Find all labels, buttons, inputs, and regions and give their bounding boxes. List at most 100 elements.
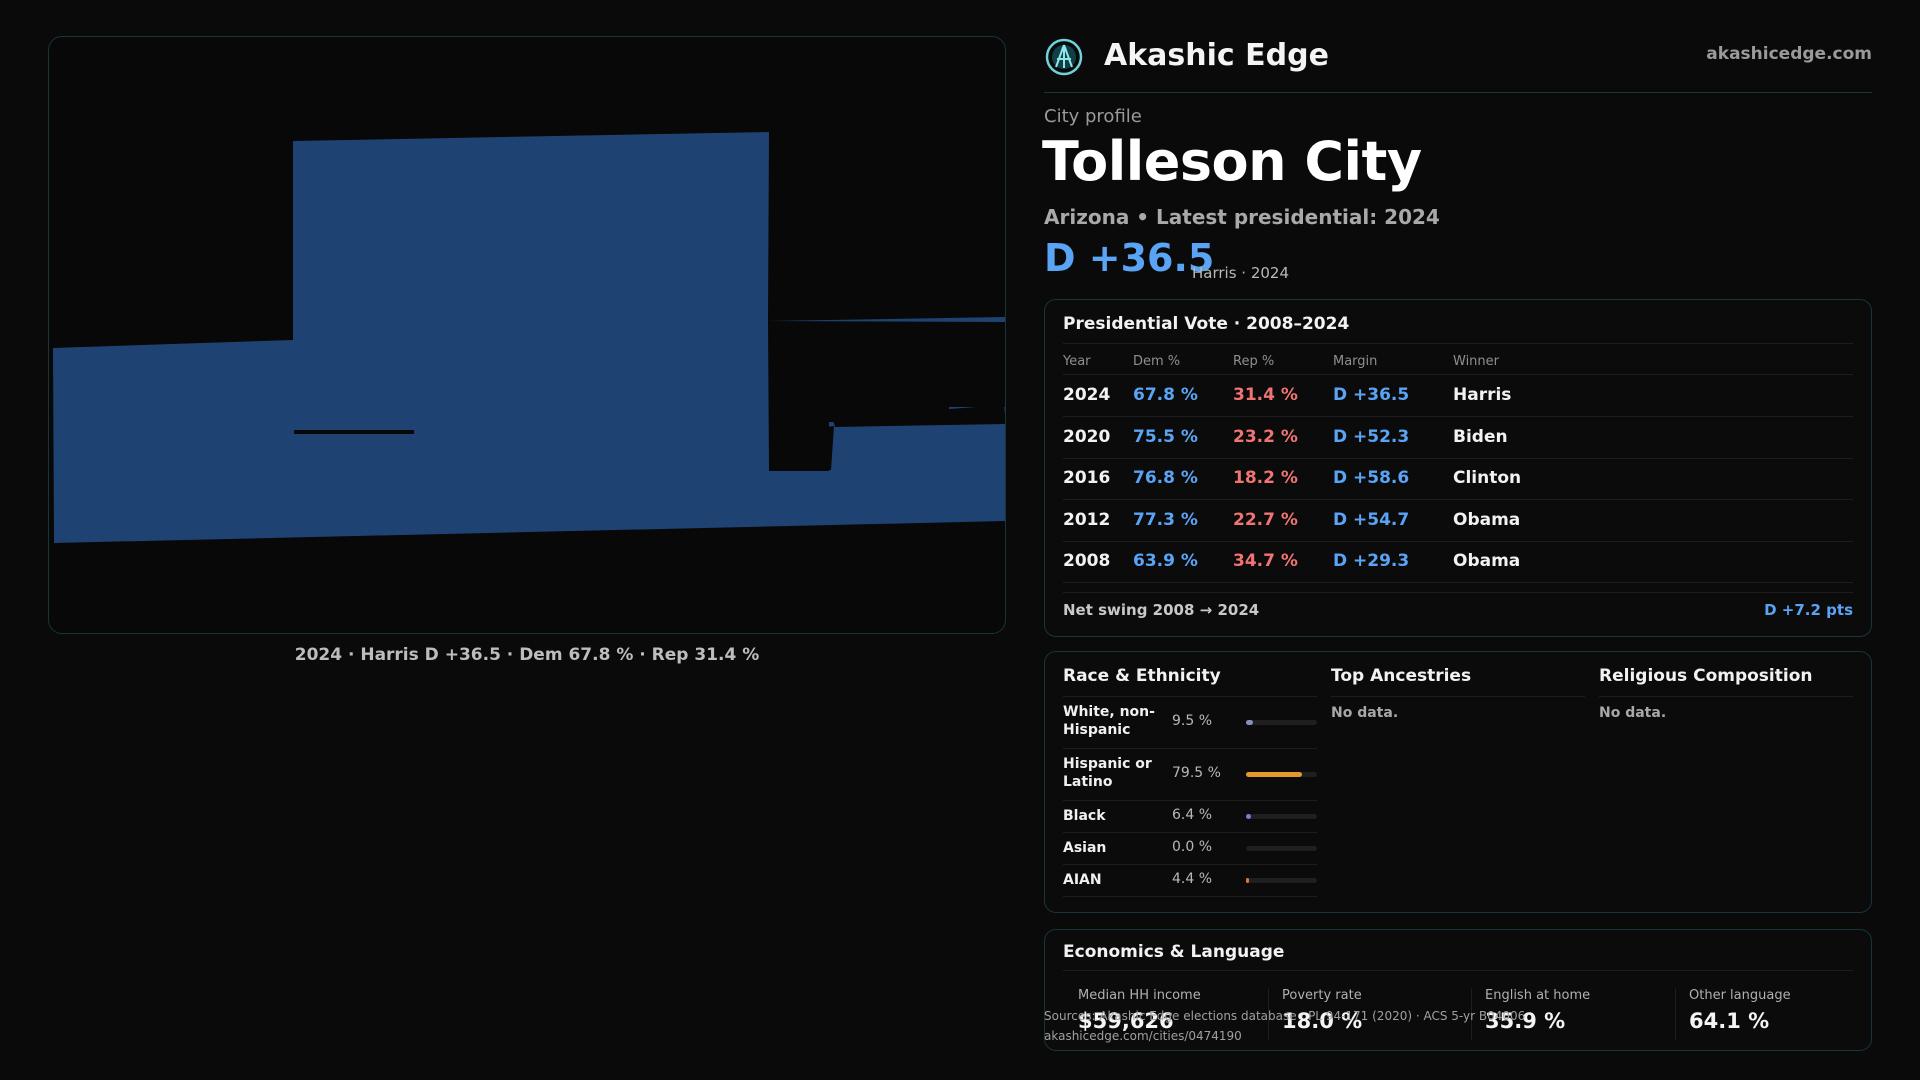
race-bar-fill <box>1246 720 1253 725</box>
divider <box>1063 343 1853 344</box>
section-title: Religious Composition <box>1599 666 1853 697</box>
rep-cell: 22.7 % <box>1233 510 1298 530</box>
headline-margin-note: Harris · 2024 <box>1192 264 1290 282</box>
race-value: 0.0 % <box>1172 839 1213 855</box>
empty-state-text: No data. <box>1599 705 1667 721</box>
profile-subtitle: Arizona • Latest presidential: 2024 <box>1044 205 1440 229</box>
economics-card: Economics & Language Median HH income $5… <box>1044 929 1872 1051</box>
race-bar-fill <box>1246 772 1303 777</box>
net-swing-value: D +7.2 pts <box>1764 601 1853 619</box>
divider <box>1268 988 1269 1040</box>
divider <box>1471 988 1472 1040</box>
column-header-dem: Dem % <box>1133 354 1181 369</box>
net-swing-label: Net swing 2008 → 2024 <box>1063 601 1260 619</box>
year-cell: 2012 <box>1063 510 1111 530</box>
race-bar-track <box>1246 814 1317 819</box>
dem-cell: 75.5 % <box>1133 427 1198 447</box>
section-title: Top Ancestries <box>1331 666 1585 697</box>
brand-logo-icon[interactable] <box>1044 37 1084 77</box>
stat-english-at-home: English at home 35.9 % <box>1485 988 1685 1040</box>
stat-value: 64.1 % <box>1689 1009 1770 1033</box>
religion-section: Religious Composition No data. <box>1599 666 1853 721</box>
stat-poverty-rate: Poverty rate 18.0 % <box>1282 988 1482 1040</box>
year-cell: 2016 <box>1063 468 1111 488</box>
stat-label: Poverty rate <box>1282 988 1362 1003</box>
stat-value: 35.9 % <box>1485 1009 1566 1033</box>
source-text: Sources: Akashic Edge elections database… <box>1044 1009 1526 1023</box>
stat-other-language: Other language 64.1 % <box>1689 988 1889 1040</box>
divider <box>1675 988 1676 1040</box>
section-title: Race & Ethnicity <box>1063 666 1317 697</box>
dem-cell: 63.9 % <box>1133 551 1198 571</box>
year-cell: 2008 <box>1063 551 1111 571</box>
winner-cell: Obama <box>1453 510 1521 530</box>
race-label: AIAN <box>1063 872 1102 888</box>
presidential-vote-card: Presidential Vote · 2008–2024 Year Dem %… <box>1044 299 1872 637</box>
year-cell: 2024 <box>1063 385 1111 405</box>
city-map[interactable] <box>48 36 1006 634</box>
winner-cell: Biden <box>1453 427 1508 447</box>
race-ethnicity-section: Race & Ethnicity White, non-Hispanic 9.5… <box>1063 666 1317 897</box>
race-value: 6.4 % <box>1172 807 1213 823</box>
divider <box>1063 592 1853 593</box>
race-bar-track <box>1246 878 1317 883</box>
race-row: White, non-Hispanic 9.5 % <box>1063 697 1317 749</box>
brand-name[interactable]: Akashic Edge <box>1104 38 1329 73</box>
ancestries-section: Top Ancestries No data. <box>1331 666 1585 721</box>
race-label: Black <box>1063 808 1106 824</box>
margin-cell: D +52.3 <box>1333 427 1410 447</box>
rep-cell: 34.7 % <box>1233 551 1298 571</box>
race-row: Hispanic or Latino 79.5 % <box>1063 749 1317 801</box>
demographics-card: Race & Ethnicity White, non-Hispanic 9.5… <box>1044 651 1872 913</box>
winner-cell: Harris <box>1453 385 1512 405</box>
race-label: White, non-Hispanic <box>1063 704 1155 738</box>
column-header-year: Year <box>1063 354 1091 369</box>
race-row: AIAN 4.4 % <box>1063 865 1317 897</box>
map-caption: 2024 · Harris D +36.5 · Dem 67.8 % · Rep… <box>294 645 760 665</box>
card-title: Economics & Language <box>1063 942 1285 962</box>
margin-cell: D +58.6 <box>1333 468 1410 488</box>
card-title: Presidential Vote · 2008–2024 <box>1063 314 1350 334</box>
race-value: 4.4 % <box>1172 871 1213 887</box>
empty-state-text: No data. <box>1331 705 1399 721</box>
dem-cell: 77.3 % <box>1133 510 1198 530</box>
source-footer: Sources: Akashic Edge elections database… <box>1044 1006 1525 1046</box>
winner-cell: Obama <box>1453 551 1521 571</box>
table-row: 2024 67.8 % 31.4 % D +36.5 Harris <box>1063 375 1853 417</box>
source-url[interactable]: akashicedge.com/cities/0474190 <box>1044 1029 1242 1043</box>
race-value: 9.5 % <box>1172 713 1213 729</box>
divider <box>1063 970 1853 971</box>
margin-cell: D +54.7 <box>1333 510 1410 530</box>
race-row: Asian 0.0 % <box>1063 833 1317 865</box>
site-link[interactable]: akashicedge.com <box>1706 44 1872 64</box>
table-header: Year Dem % Rep % Margin Winner <box>1063 350 1853 375</box>
winner-cell: Clinton <box>1453 468 1522 488</box>
table-row: 2016 76.8 % 18.2 % D +58.6 Clinton <box>1063 458 1853 500</box>
rep-cell: 31.4 % <box>1233 385 1298 405</box>
map-gap-polygon <box>769 321 834 471</box>
margin-cell: D +29.3 <box>1333 551 1410 571</box>
stat-label: English at home <box>1485 988 1591 1003</box>
margin-cell: D +36.5 <box>1333 385 1410 405</box>
stat-value: 18.0 % <box>1282 1009 1363 1033</box>
stat-label: Other language <box>1689 988 1791 1003</box>
table-row: 2020 75.5 % 23.2 % D +52.3 Biden <box>1063 417 1853 459</box>
race-bar-track <box>1246 720 1317 725</box>
race-bar-track <box>1246 772 1317 777</box>
race-bar-track <box>1246 846 1317 851</box>
map-road-line <box>294 430 414 434</box>
table-row: 2008 63.9 % 34.7 % D +29.3 Obama <box>1063 541 1853 583</box>
race-bar-fill <box>1246 814 1251 819</box>
column-header-winner: Winner <box>1453 354 1500 369</box>
dem-cell: 67.8 % <box>1133 385 1198 405</box>
race-value: 79.5 % <box>1172 765 1221 781</box>
rep-cell: 23.2 % <box>1233 427 1298 447</box>
site-header: Akashic Edge akashicedge.com <box>1044 36 1872 93</box>
rep-cell: 18.2 % <box>1233 468 1298 488</box>
race-label: Asian <box>1063 840 1107 856</box>
year-cell: 2020 <box>1063 427 1111 447</box>
map-notch <box>827 393 1005 427</box>
city-boundary-shape <box>53 132 1005 543</box>
table-row: 2012 77.3 % 22.7 % D +54.7 Obama <box>1063 500 1853 542</box>
city-boundary-map <box>53 132 1005 543</box>
